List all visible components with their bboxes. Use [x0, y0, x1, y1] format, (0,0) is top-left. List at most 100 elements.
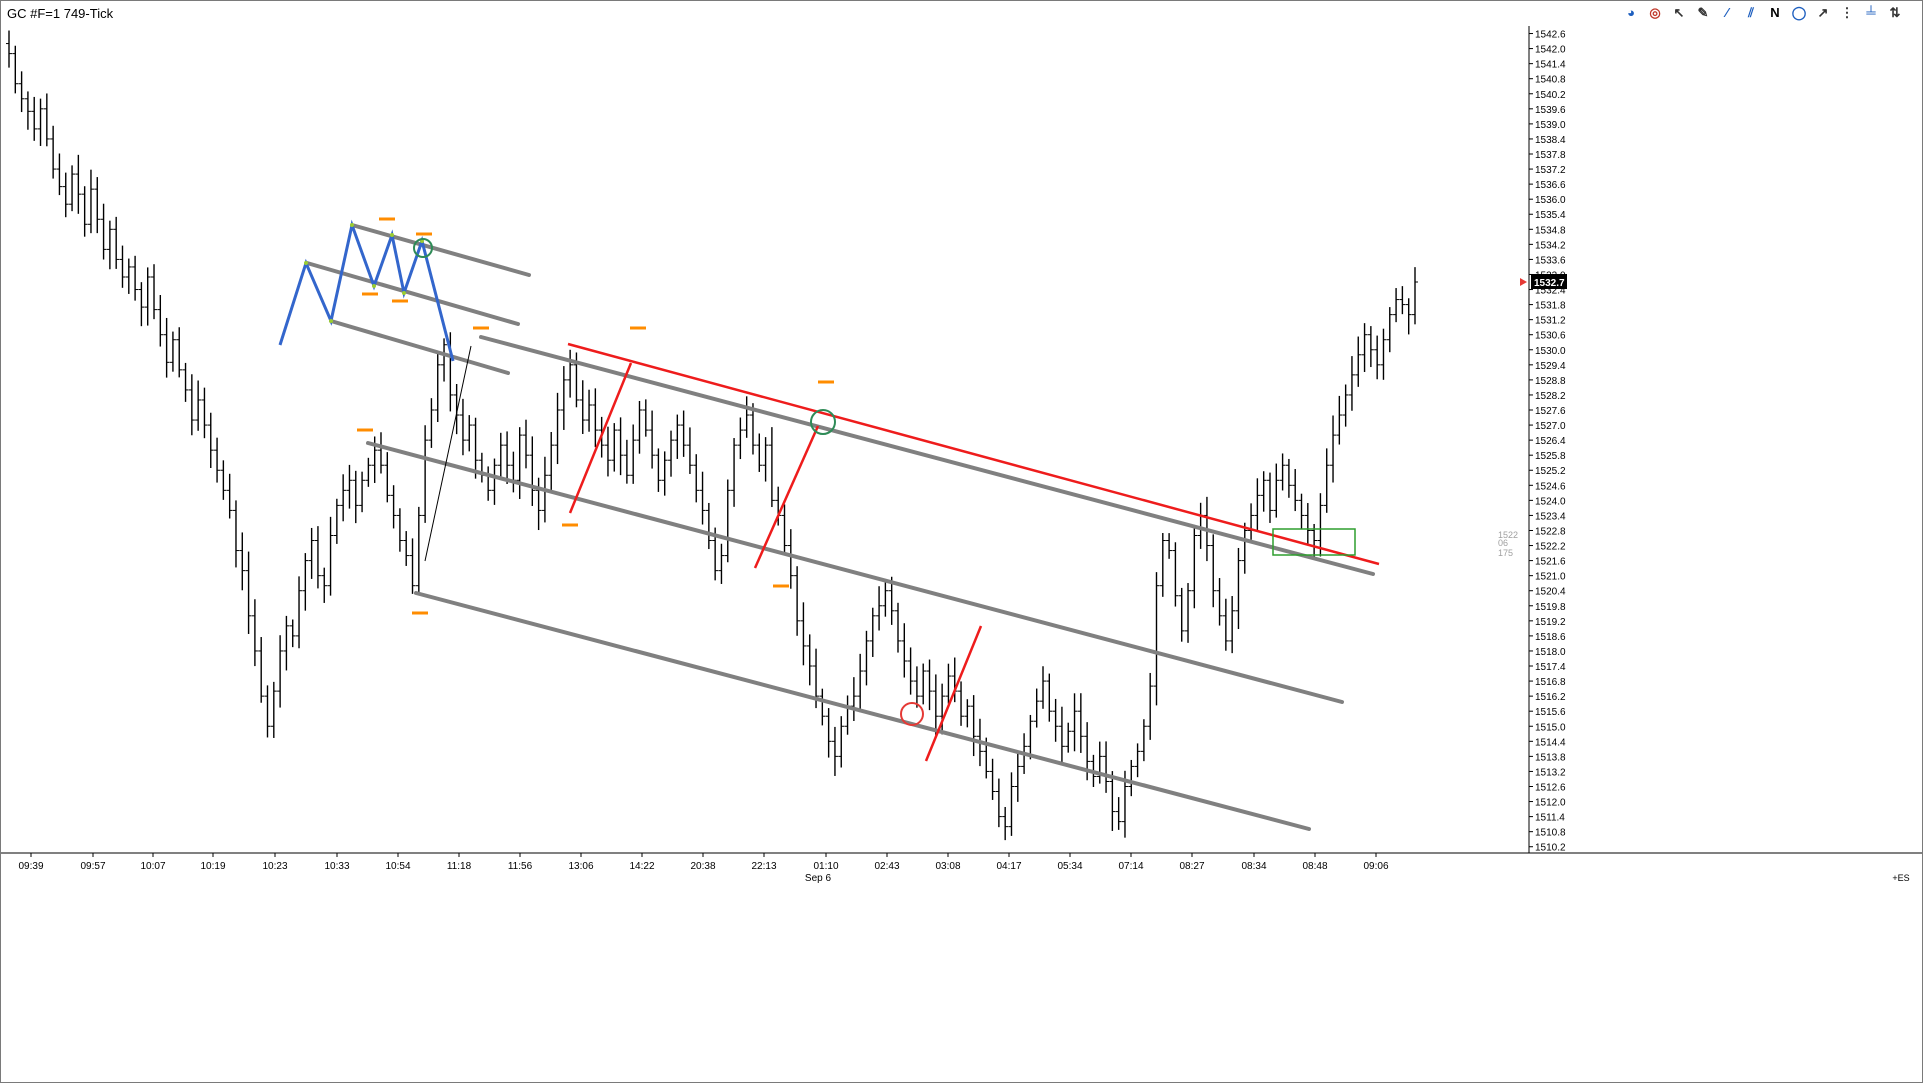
price-tick-label: 1538.4 — [1535, 135, 1566, 146]
price-tick-label: 1515.0 — [1535, 722, 1566, 733]
channel-line[interactable] — [329, 319, 510, 375]
parallel-lines-icon[interactable]: ⫽ — [1748, 5, 1754, 20]
trendline-icon[interactable]: ∕ — [1725, 5, 1729, 20]
zigzag-node — [402, 291, 406, 295]
channel-line[interactable] — [414, 591, 1311, 831]
red-circle[interactable] — [900, 702, 924, 726]
zigzag-node — [390, 233, 394, 237]
price-tick-label: 1521.6 — [1535, 557, 1566, 568]
green-box[interactable] — [1272, 528, 1356, 556]
price-tick-label: 1525.2 — [1535, 466, 1566, 477]
time-tick-label: 01:10 — [813, 861, 838, 872]
price-tick-label: 1518.6 — [1535, 632, 1566, 643]
price-tick-label: 1527.6 — [1535, 406, 1566, 417]
price-tick-label: 1519.2 — [1535, 617, 1566, 628]
price-tick-label: 1523.4 — [1535, 511, 1566, 522]
price-tick-label: 1537.2 — [1535, 165, 1566, 176]
zigzag-node — [372, 284, 376, 288]
price-tick-label: 1520.4 — [1535, 587, 1566, 598]
vertical-line-icon[interactable]: ⋮ — [1840, 5, 1854, 20]
price-tick-label: 1522.8 — [1535, 526, 1566, 537]
price-tick-label: 1514.4 — [1535, 737, 1566, 748]
last-price-label: 1532.7 — [1534, 278, 1565, 289]
target-icon[interactable]: ◎ — [1649, 5, 1661, 20]
price-tick-label: 1510.2 — [1535, 843, 1566, 854]
time-tick-label: 11:56 — [508, 861, 533, 872]
channel-line[interactable] — [366, 441, 1344, 704]
impulse-leg[interactable] — [753, 425, 820, 569]
price-tick-label: 1539.0 — [1535, 120, 1566, 131]
time-tick-label: 10:19 — [200, 861, 225, 872]
price-tick-label: 1516.2 — [1535, 692, 1566, 703]
arrow-tool-icon[interactable]: ↗ — [1817, 5, 1829, 20]
price-tick-label: 1530.6 — [1535, 331, 1566, 342]
price-tick-label: 1527.0 — [1535, 421, 1566, 432]
time-tick-label: 03:08 — [935, 861, 960, 872]
time-tick-label: 10:54 — [385, 861, 410, 872]
pencil-icon[interactable]: ✎ — [1697, 5, 1709, 20]
last-price-arrow — [1520, 278, 1527, 287]
price-tick-label: 1542.0 — [1535, 45, 1566, 56]
time-tick-label: 09:39 — [18, 861, 43, 872]
zigzag-node — [329, 319, 333, 323]
time-tick-label: 14:22 — [629, 861, 654, 872]
impulse-leg[interactable] — [568, 362, 633, 514]
palette-icon[interactable]: ◕ — [1627, 5, 1635, 20]
time-tick-label: 08:34 — [1241, 861, 1266, 872]
red-trendline[interactable] — [567, 342, 1380, 566]
channel-line[interactable] — [350, 223, 531, 277]
date-label: Sep 6 — [805, 873, 832, 884]
price-tick-label: 1528.8 — [1535, 376, 1566, 387]
price-tick-label: 1513.2 — [1535, 767, 1566, 778]
price-tick-label: 1536.0 — [1535, 195, 1566, 206]
price-tick-label: 1541.4 — [1535, 60, 1566, 71]
time-tick-label: 22:13 — [751, 861, 776, 872]
price-tick-label: 1540.2 — [1535, 90, 1566, 101]
faint-axis-note: 1522 — [1498, 530, 1518, 540]
price-tick-label: 1537.8 — [1535, 150, 1566, 161]
price-tick-label: 1524.0 — [1535, 496, 1566, 507]
price-tick-label: 1530.0 — [1535, 346, 1566, 357]
price-tick-label: 1510.8 — [1535, 828, 1566, 839]
hline-icon[interactable]: ╧ — [1866, 5, 1876, 20]
time-tick-label: 10:33 — [324, 861, 349, 872]
price-tick-label: 1525.8 — [1535, 451, 1566, 462]
circle-tool-icon[interactable]: ◯ — [1791, 5, 1807, 20]
time-tick-label: 08:48 — [1302, 861, 1327, 872]
price-tick-label: 1542.6 — [1535, 30, 1566, 41]
price-tick-label: 1532.4 — [1535, 286, 1566, 297]
price-tick-label: 1534.8 — [1535, 225, 1566, 236]
green-circle[interactable] — [413, 238, 433, 258]
title-bar: GC #F=1 749-Tick ◕ ◎ ↖ ✎ ∕ ⫽ N ◯ ↗ ⋮ ╧ ⇅ — [1, 1, 1922, 25]
thin-leg[interactable] — [424, 345, 472, 562]
cursor-edit-icon[interactable]: ↖ — [1673, 5, 1685, 20]
faint-axis-note: 06 — [1498, 538, 1508, 548]
price-tick-label: 1536.6 — [1535, 180, 1566, 191]
side-label: +ES — [1892, 873, 1909, 883]
channel-line[interactable] — [479, 335, 1375, 576]
price-tick-label: 1522.2 — [1535, 542, 1566, 553]
time-tick-label: 09:57 — [80, 861, 105, 872]
price-tick-label: 1526.4 — [1535, 436, 1566, 447]
price-tick-label: 1535.4 — [1535, 210, 1566, 221]
price-tick-label: 1539.6 — [1535, 105, 1566, 116]
price-tick-label: 1519.8 — [1535, 602, 1566, 613]
price-tick-label: 1531.8 — [1535, 301, 1566, 312]
price-tick-label: 1515.6 — [1535, 707, 1566, 718]
arrows-updown-icon[interactable]: ⇅ — [1889, 5, 1901, 20]
price-tick-label: 1533.6 — [1535, 255, 1566, 266]
price-tick-label: 1518.0 — [1535, 647, 1566, 658]
drawing-toolbar: ◕ ◎ ↖ ✎ ∕ ⫽ N ◯ ↗ ⋮ ╧ ⇅ — [1622, 4, 1904, 22]
time-tick-label: 11:18 — [447, 861, 472, 872]
impulse-leg[interactable] — [924, 625, 983, 762]
price-tick-label: 1513.8 — [1535, 752, 1566, 763]
price-tick-label: 1512.6 — [1535, 782, 1566, 793]
green-circle[interactable] — [810, 409, 836, 435]
last-price-box — [1531, 274, 1567, 290]
time-tick-label: 10:07 — [140, 861, 165, 872]
n-pattern-icon[interactable]: N — [1770, 5, 1780, 20]
price-tick-label: 1517.4 — [1535, 662, 1566, 673]
price-tick-label: 1521.0 — [1535, 572, 1566, 583]
